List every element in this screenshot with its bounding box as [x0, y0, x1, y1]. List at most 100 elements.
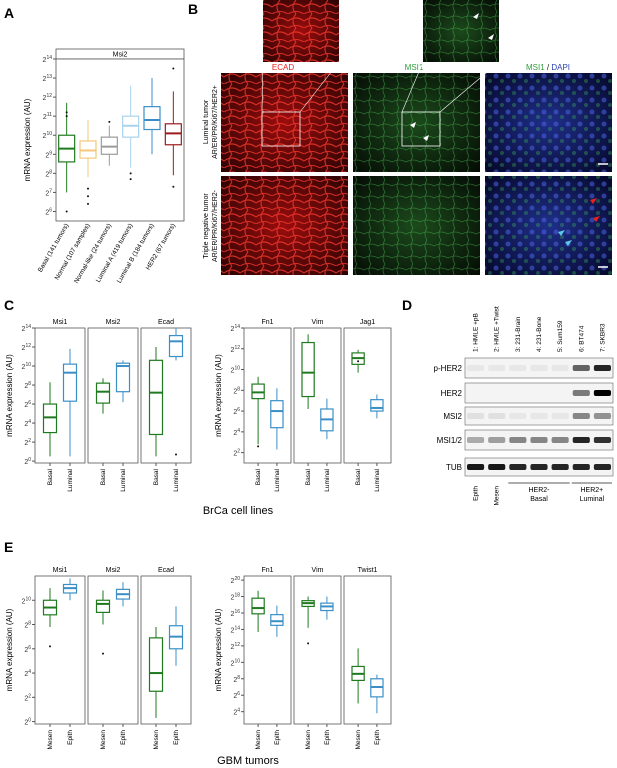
blot-band	[551, 413, 569, 419]
category-label: Luminal	[324, 468, 331, 491]
box-body	[251, 597, 265, 615]
tick-label: 212	[231, 642, 241, 651]
blot-band	[467, 365, 485, 371]
blot-band	[488, 464, 506, 470]
y-axis-label: mRNA expression (AU)	[23, 98, 32, 181]
category-label: Basal	[305, 468, 312, 485]
tick-label: 26	[24, 645, 31, 654]
band-label: TUB	[446, 463, 462, 472]
tick-label: 26	[233, 691, 240, 700]
blot-band	[572, 437, 590, 443]
plot-area	[140, 575, 192, 725]
tick-label: 24	[24, 669, 31, 678]
blot-band	[593, 464, 611, 470]
category-label: Basal	[100, 468, 107, 485]
box-body	[370, 399, 384, 412]
blot-band	[509, 413, 527, 419]
tick-label: 22	[24, 438, 31, 447]
tick-label: 28	[24, 621, 31, 630]
blot-band	[488, 437, 506, 443]
plot-area	[293, 327, 342, 464]
box-body	[95, 382, 111, 404]
arrowhead-icon	[590, 198, 597, 204]
facet-title: Ecad	[158, 567, 174, 574]
tick-label: 211	[43, 112, 52, 121]
lane-label: 4: 231-Bone	[536, 316, 543, 352]
lane-label: 2: HMLE +Twist	[494, 306, 501, 352]
panel-letter-b: B	[188, 1, 198, 17]
tick-label: 28	[45, 169, 52, 178]
band-label: HER2	[441, 389, 463, 398]
blot-strip	[464, 406, 614, 426]
chart-e-xlabel: GBM tumors	[217, 755, 279, 767]
arrowhead-icon	[488, 34, 494, 40]
category-label: Luminal	[120, 468, 127, 491]
plot-area	[55, 58, 185, 222]
tick-label: 20	[24, 718, 31, 727]
facet-title: Vim	[312, 567, 324, 574]
tick-label: 210	[22, 596, 32, 605]
blot-band	[509, 464, 527, 470]
blot-band	[551, 365, 569, 371]
tick-label: 26	[233, 407, 240, 416]
chart-c-right: Fn1 Basal Luminal Vim Basal Luminal Jag1 Basal L…	[214, 319, 392, 492]
category-label: Basal	[153, 468, 160, 485]
facet-title: Twist1	[358, 567, 378, 574]
tick-label: 212	[43, 93, 53, 102]
outlier-point	[102, 652, 104, 655]
y-axis-label: mRNA expression (AU)	[214, 354, 223, 437]
plot-area	[343, 575, 392, 725]
group-label: HER2+	[580, 487, 603, 494]
category-label: Mesen	[100, 730, 107, 750]
facet-title: Msi2	[106, 319, 121, 326]
blot-band	[572, 413, 590, 419]
y-axis-label: mRNA expression (AU)	[5, 354, 14, 437]
lane-label: 5: Sum159	[557, 320, 564, 352]
tick-label: 213	[43, 74, 53, 83]
blot-band	[488, 365, 506, 371]
chart-c-xlabel: BrCa cell lines	[203, 505, 274, 517]
box-body	[148, 637, 164, 692]
outlier-point	[65, 210, 68, 213]
tick-label: 212	[231, 345, 241, 354]
arrowhead-icon	[593, 216, 600, 222]
group-label: Mesen	[494, 486, 501, 506]
box-body	[270, 400, 284, 429]
category-label: Mesen	[255, 730, 262, 750]
tick-label: 214	[231, 324, 241, 333]
outlier-point	[172, 67, 175, 70]
outlier-point	[129, 178, 132, 181]
blot-band	[551, 464, 569, 470]
row-label-triple-negative: Triple negative tumor AR/ER/PR/Ki67/HER2-	[203, 189, 219, 262]
tick-label: 212	[22, 343, 32, 352]
category-label: Epith	[374, 730, 381, 745]
facet-title: Msi1	[53, 319, 68, 326]
outlier-point	[87, 202, 89, 205]
box-body	[115, 362, 131, 393]
facet-title: Vim	[312, 319, 324, 326]
facet-title: Fn1	[261, 567, 273, 574]
lane-label: 3: 231-Brain	[515, 316, 522, 352]
blot-band	[488, 413, 506, 419]
group-label: Luminal	[580, 496, 605, 503]
chart-c-left: Msi1 Basal Luminal Msi2 Basal Luminal Ecad Basa…	[5, 319, 192, 492]
category-label: Mesen	[47, 730, 54, 750]
tick-label: 218	[231, 593, 241, 602]
category-label: Basal	[355, 468, 362, 485]
panel-letter-e: E	[4, 539, 13, 555]
outlier-point	[87, 187, 89, 190]
blot-band	[530, 365, 548, 371]
y-axis-label: mRNA expression (AU)	[214, 608, 223, 691]
box-body	[270, 614, 284, 626]
plot-area	[293, 575, 342, 725]
blot-band	[509, 365, 527, 371]
group-label: HER2-	[528, 487, 550, 494]
blot-band	[593, 437, 611, 443]
tick-label: 26	[24, 400, 31, 409]
blot-band	[551, 437, 569, 443]
plot-area	[243, 327, 292, 464]
category-label: Mesen	[355, 730, 362, 750]
tick-label: 214	[231, 625, 241, 634]
plot-area	[34, 327, 86, 464]
